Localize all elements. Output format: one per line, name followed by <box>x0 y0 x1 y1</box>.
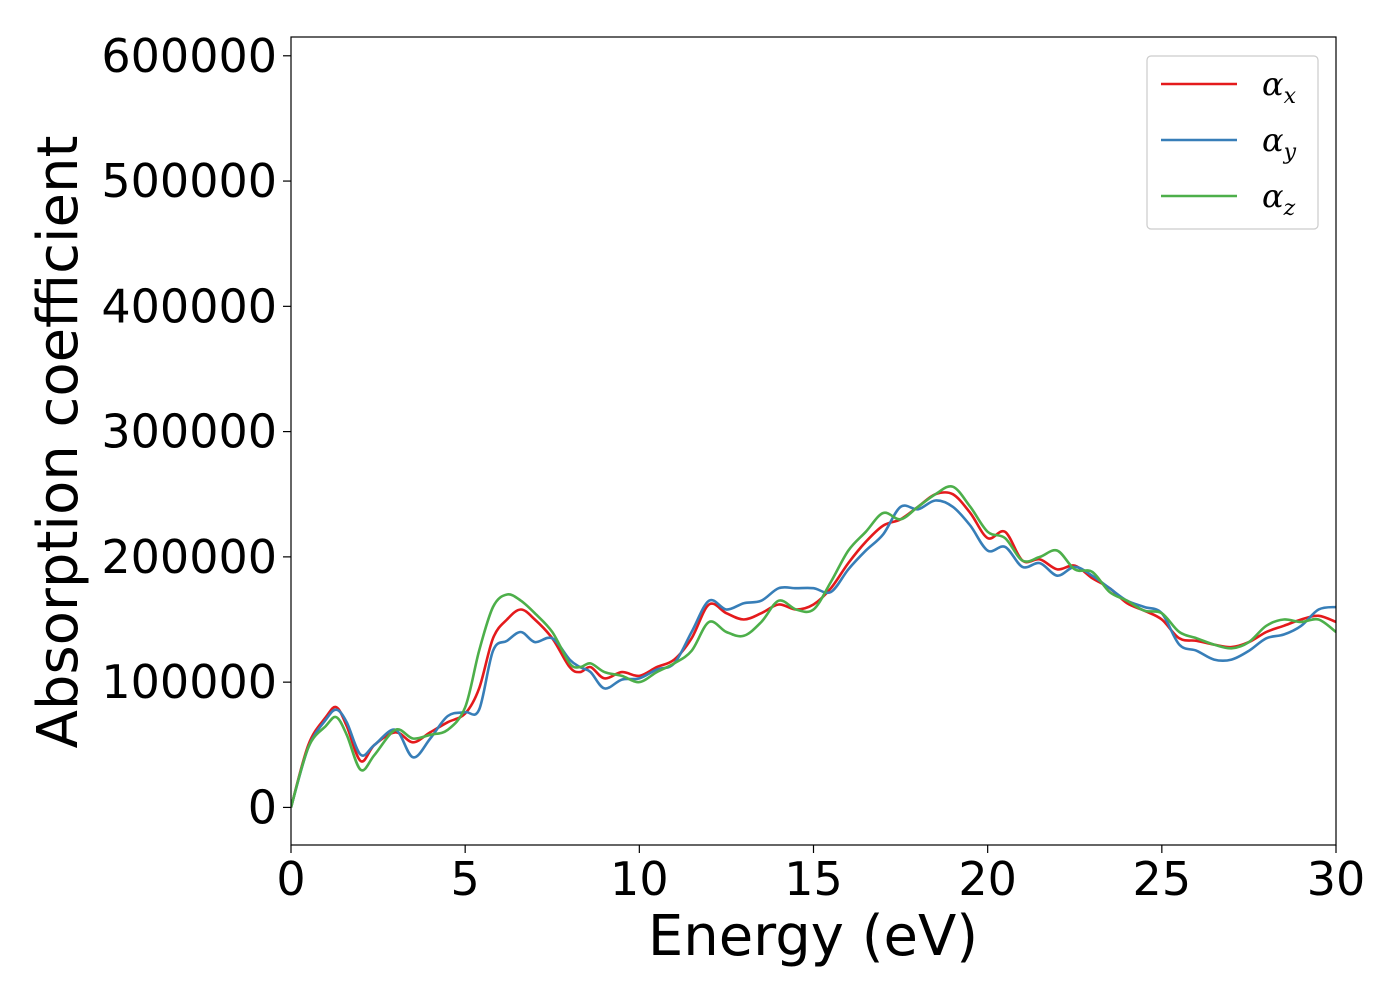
y-tick-label: 200000 <box>101 530 277 584</box>
series-line-z <box>291 484 1336 808</box>
x-tick-label: 15 <box>784 852 843 906</box>
y-tick-label: 400000 <box>101 279 277 333</box>
y-axis-title: Absorption coefficient <box>26 136 91 749</box>
x-tick-label: 10 <box>610 852 669 906</box>
y-tick-label: 0 <box>248 780 277 834</box>
x-tick-label: 25 <box>1133 852 1192 906</box>
x-tick-label: 5 <box>451 852 480 906</box>
x-axis-title: Energy (eV) <box>648 904 978 969</box>
series-line-x <box>291 490 1336 808</box>
series-line-y <box>291 499 1336 808</box>
y-tick-label: 300000 <box>101 405 277 459</box>
x-axis: 0 5 10 15 20 25 30 <box>276 845 1365 906</box>
y-axis: 0 100000 200000 300000 400000 500000 600000 <box>101 29 291 834</box>
legend-label-z: αz <box>1262 177 1296 221</box>
x-tick-label: 20 <box>958 852 1017 906</box>
y-tick-label: 100000 <box>101 655 277 709</box>
y-tick-label: 600000 <box>101 29 277 83</box>
y-tick-label: 500000 <box>101 154 277 208</box>
x-tick-label: 30 <box>1307 852 1366 906</box>
legend-box <box>1146 55 1319 230</box>
x-tick-label: 0 <box>276 852 305 906</box>
